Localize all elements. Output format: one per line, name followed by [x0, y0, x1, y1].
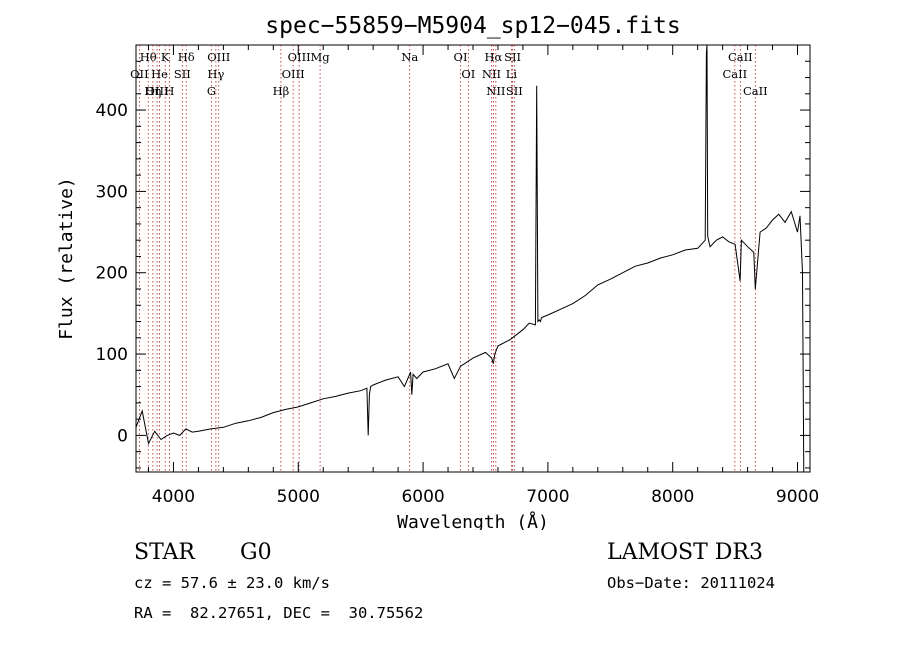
- spectral-line-markers: [138, 45, 756, 472]
- spectral-line-label: SII: [504, 50, 521, 64]
- x-tick-label: 4000: [152, 487, 195, 507]
- spectral-line-label: OIII: [288, 50, 311, 64]
- spectral-line-label: K: [161, 50, 170, 64]
- spectral-line-label: NII: [482, 67, 501, 81]
- axis-ticks: 4000 5000 6000 7000 8000 9000 0 100 200 300 400: [96, 45, 819, 507]
- spectral-subclass: G0: [240, 540, 272, 565]
- spectral-line-label: Hθ: [140, 50, 157, 64]
- survey-name: LAMOST DR3: [607, 540, 763, 565]
- spectral-line-label: He: [151, 67, 168, 81]
- y-tick-label: 0: [117, 426, 128, 446]
- object-class: STAR: [134, 540, 195, 565]
- spectral-line-label: OI: [461, 67, 475, 81]
- redshift-velocity: cz = 57.6 ± 23.0 km/s: [134, 574, 330, 592]
- spectral-line-label: Na: [401, 50, 418, 64]
- spectral-line-label: SII: [506, 84, 523, 98]
- spectral-line-label: OIII: [207, 50, 230, 64]
- y-tick-label: 400: [96, 101, 128, 121]
- spectral-line-label: SII: [174, 67, 191, 81]
- spectrum-line: [136, 45, 805, 472]
- spectral-line-label: Li: [506, 67, 518, 81]
- spectral-line-label: NII: [486, 84, 505, 98]
- spectrum-series: [136, 45, 805, 472]
- spectral-line-label: Hη: [144, 84, 161, 98]
- spectral-line-label: OIII: [146, 84, 169, 98]
- spectral-line-label: OIII: [282, 67, 305, 81]
- spectral-line-label: Hγ: [207, 67, 224, 81]
- x-tick-label: 6000: [401, 487, 444, 507]
- plot-frame: [135, 44, 811, 473]
- spectral-line-label: Hδ: [178, 50, 195, 64]
- chart-title: spec−55859−M5904_sp12−045.fits: [265, 13, 680, 39]
- x-tick-label: 9000: [776, 487, 819, 507]
- spectral-line-label: CaII: [743, 84, 768, 98]
- spectral-line-label: Mg: [311, 50, 331, 64]
- spectral-line-label: G: [207, 84, 216, 98]
- x-tick-label: 8000: [651, 487, 694, 507]
- spectral-line-label: H: [164, 84, 174, 98]
- spectral-line-label: OII: [130, 67, 149, 81]
- y-tick-label: 300: [96, 182, 128, 202]
- observation-date: Obs−Date: 20111024: [607, 574, 775, 592]
- spectral-line-label: OI: [454, 50, 468, 64]
- x-tick-label: 7000: [526, 487, 569, 507]
- coordinates: RA = 82.27651, DEC = 30.75562: [134, 604, 424, 622]
- y-tick-label: 100: [96, 345, 128, 365]
- x-axis-label: Wavelength (Å): [397, 511, 549, 530]
- spectral-line-label: CaII: [728, 50, 753, 64]
- y-tick-label: 200: [96, 264, 128, 284]
- spectral-line-label: CaII: [722, 67, 747, 81]
- x-tick-label: 5000: [277, 487, 320, 507]
- spectral-line-label: Hα: [484, 50, 502, 64]
- y-axis-label: Flux (relative): [56, 177, 77, 340]
- spectral-line-label: Hβ: [273, 84, 290, 98]
